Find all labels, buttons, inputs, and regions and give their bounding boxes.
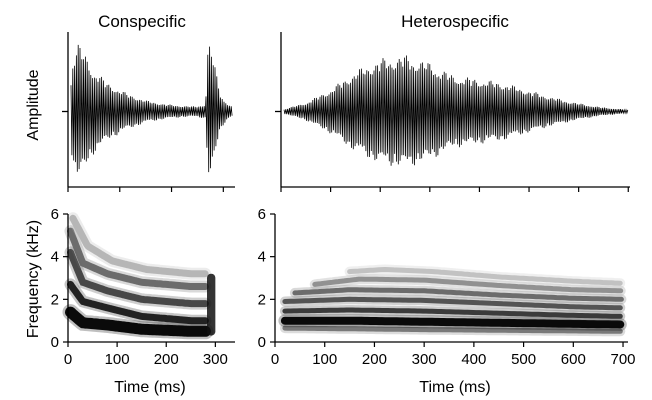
x-tick-label: 300 — [412, 351, 437, 368]
waveform-trace-heterospecific — [283, 55, 629, 166]
harmonic-band — [67, 248, 209, 308]
waveform-trace-conspecific — [70, 44, 233, 173]
harmonic-band — [292, 287, 624, 302]
spectrogram-layer — [62, 212, 627, 340]
y-tick-label: 4 — [51, 249, 59, 266]
xlabel-time-right: Time (ms) — [419, 379, 490, 396]
y-tick-label: 0 — [258, 334, 266, 351]
x-tick-label: 700 — [611, 351, 636, 368]
harmonic-band — [282, 325, 623, 334]
x-tick-label: 100 — [312, 351, 337, 368]
harmonic-band — [67, 227, 209, 290]
y-tick-label: 6 — [258, 206, 266, 223]
harmonic-band — [282, 296, 623, 311]
x-tick-label: 500 — [511, 351, 536, 368]
harmonic-band — [69, 214, 209, 278]
y-tick-label: 2 — [258, 291, 266, 308]
y-tick-label: 2 — [51, 291, 59, 308]
title-conspecific: Conspecific — [98, 12, 186, 31]
x-tick-label: 300 — [203, 351, 228, 368]
axes-layer: 0 2 4 6 0 100 200 300 0 2 4 6 0 100 200 300 400 500 600 700 — [51, 32, 636, 368]
title-heterospecific: Heterospecific — [401, 12, 509, 31]
harmonic-band — [282, 307, 623, 319]
x-tick-label: 0 — [271, 351, 279, 368]
waveform-layer — [70, 44, 629, 173]
ylabel-amplitude: Amplitude — [25, 69, 42, 140]
harmonic-band — [347, 266, 623, 286]
ylabel-frequency: Frequency (kHz) — [25, 220, 42, 338]
y-tick-label: 4 — [258, 249, 266, 266]
harmonic-band — [67, 280, 209, 325]
harmonic-band — [312, 276, 624, 294]
x-tick-label: 600 — [561, 351, 586, 368]
x-tick-label: 200 — [154, 351, 179, 368]
y-tick-label: 0 — [51, 334, 59, 351]
x-tick-label: 100 — [105, 351, 130, 368]
xlabel-time-left: Time (ms) — [114, 379, 185, 396]
x-tick-label: 0 — [64, 351, 72, 368]
x-tick-label: 400 — [461, 351, 486, 368]
broadband-burst — [207, 273, 216, 336]
x-tick-label: 200 — [362, 351, 387, 368]
y-tick-label: 6 — [51, 206, 59, 223]
harmonic-band — [65, 306, 211, 337]
harmonic-band — [280, 316, 625, 329]
